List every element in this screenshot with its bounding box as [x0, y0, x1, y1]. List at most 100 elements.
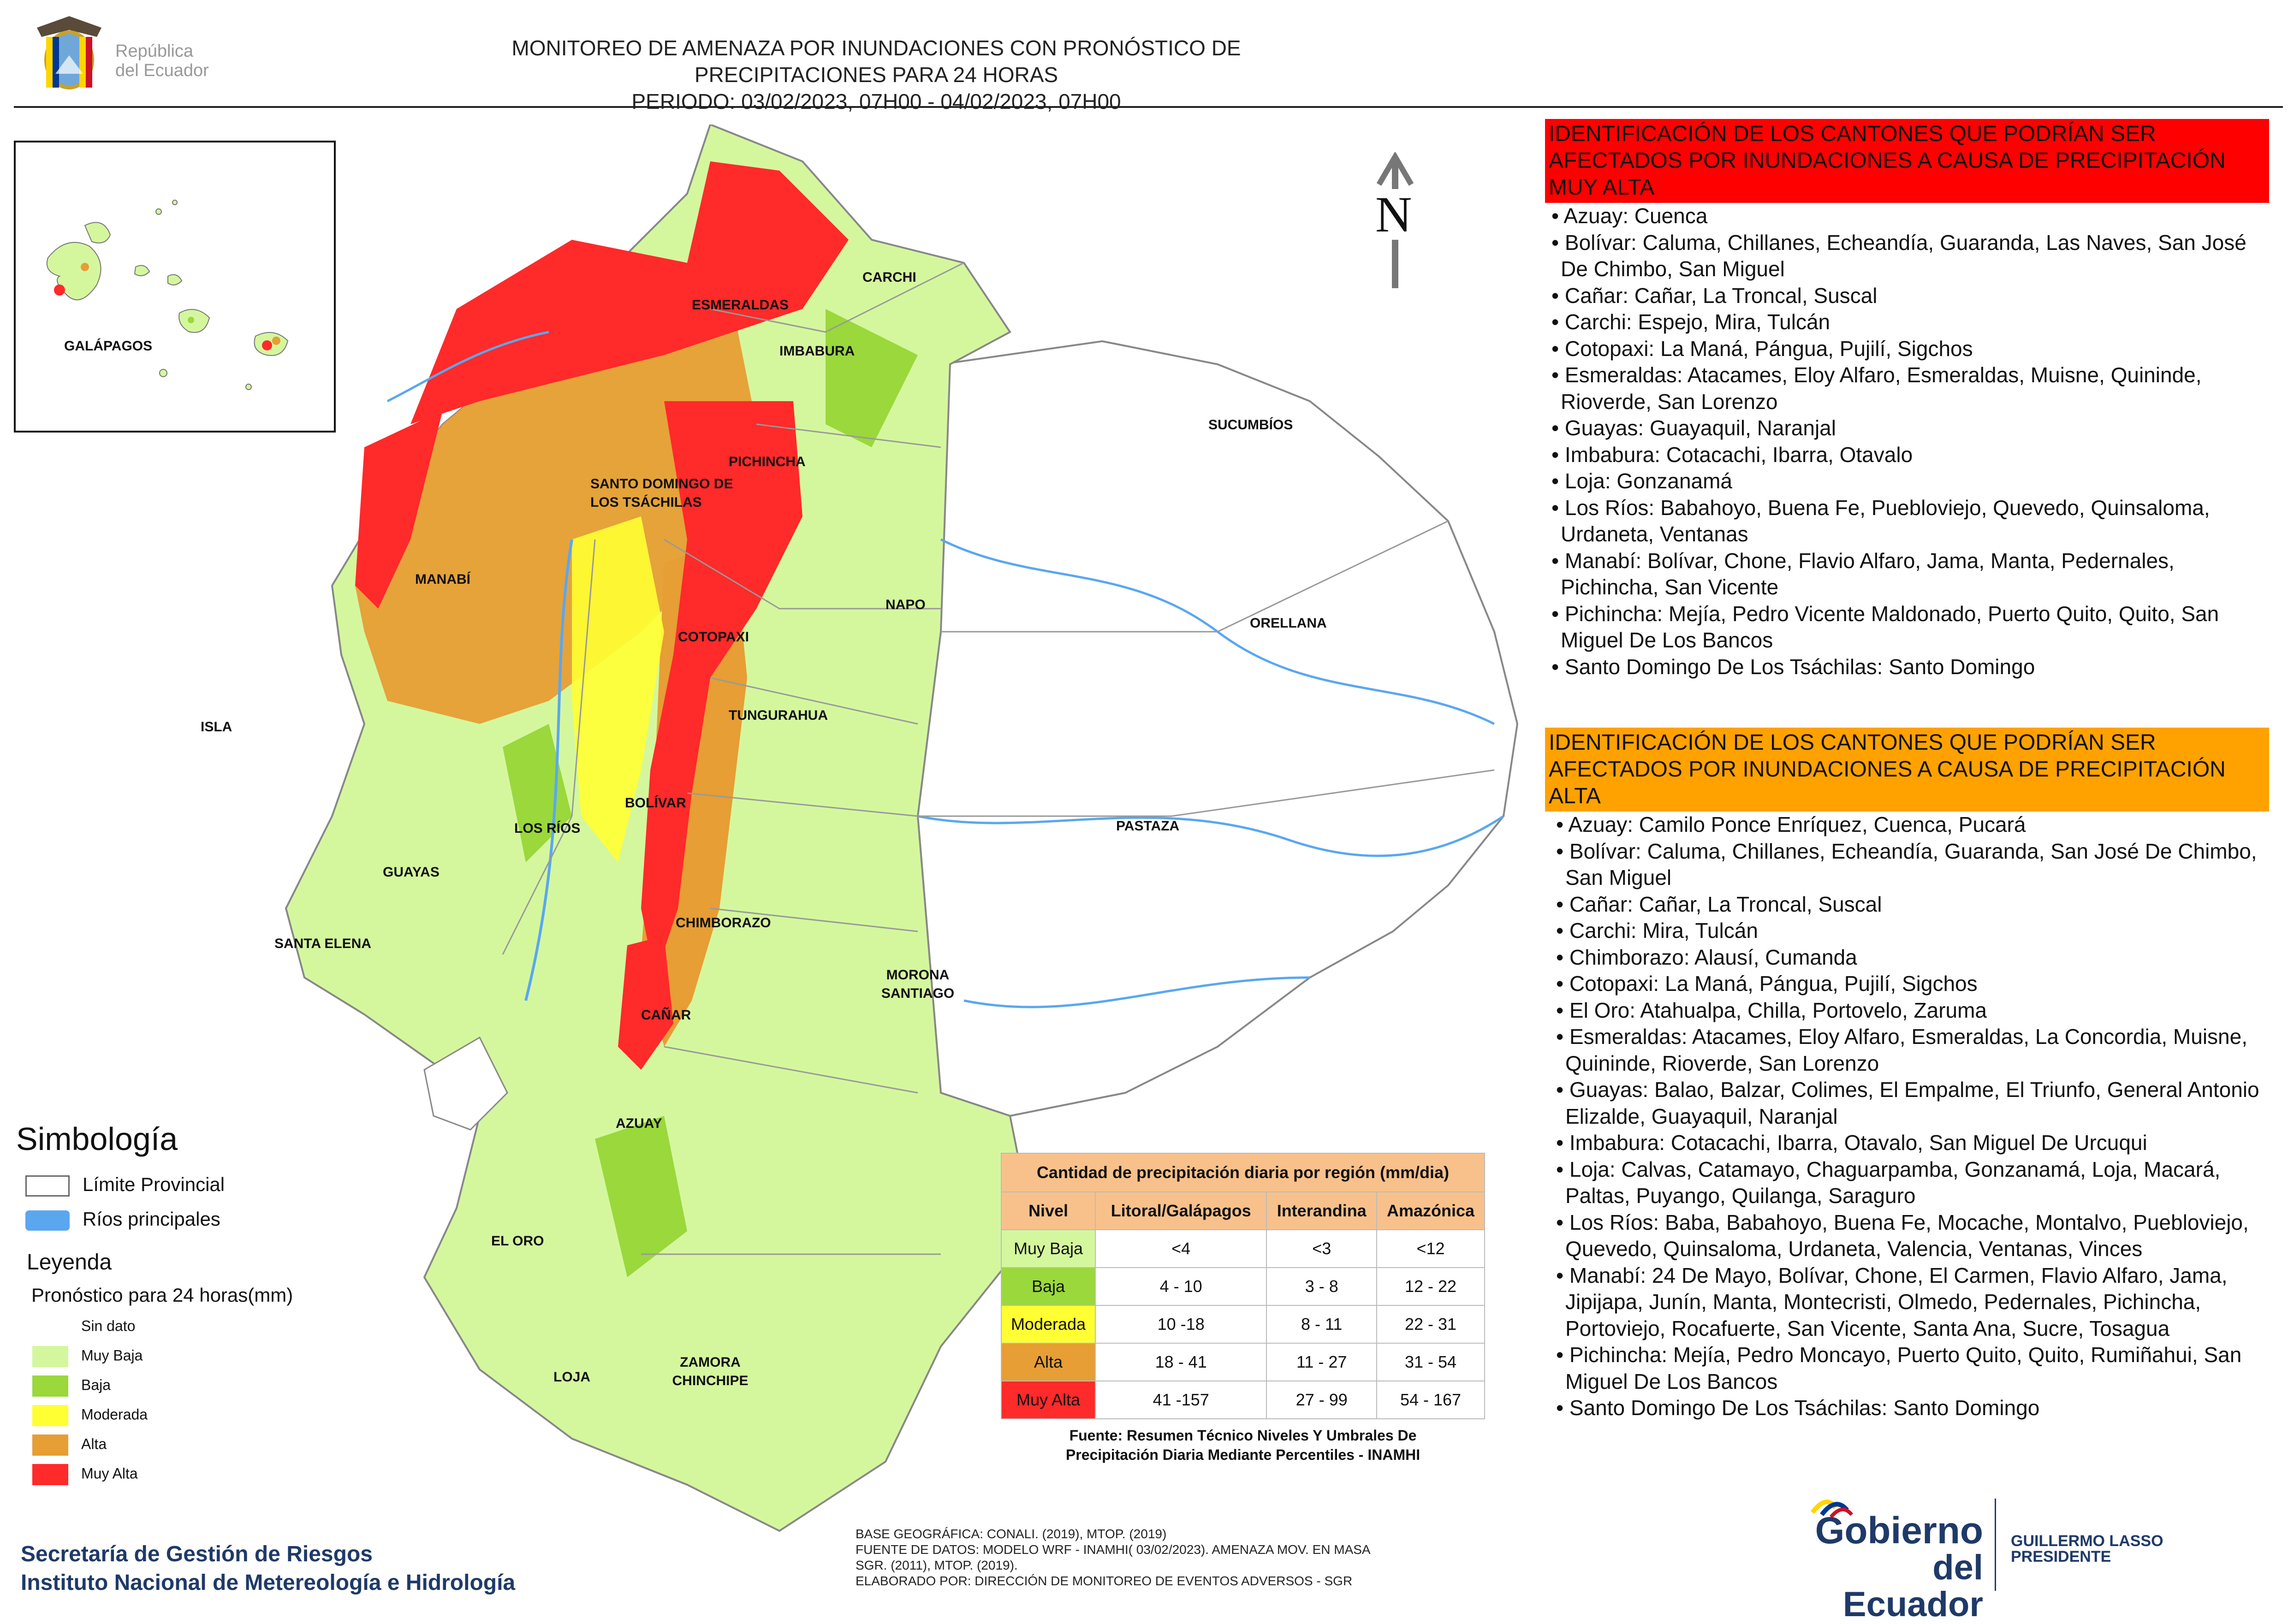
table-cell: 4 - 10 [1094, 1267, 1267, 1306]
canton-list-item: • El Oro: Atahualpa, Chilla, Portovelo, … [1556, 998, 1987, 1022]
president-line1: GUILLERMO LASSO [2011, 1532, 2163, 1550]
ecuador-coat-of-arms-logo: República del Ecuador [28, 9, 240, 101]
page-title: MONITOREO DE AMENAZA POR INUNDACIONES CO… [507, 35, 1245, 115]
president-line2: PRESIDENTE [2011, 1548, 2111, 1565]
map-label-loja: LOJA [553, 1369, 591, 1385]
footer-org-line1: Secretaría de Gestión de Riesgos [21, 1542, 373, 1566]
amazon-region-shape [916, 340, 1519, 1117]
map-label-esmeraldas: ESMERALDAS [692, 297, 789, 313]
president-block: GUILLERMO LASSO PRESIDENTE [2011, 1533, 2163, 1565]
map-label-pichincha: PICHINCHA [729, 454, 806, 469]
table-source: Fuente: Resumen Técnico Niveles Y Umbral… [1001, 1426, 1485, 1464]
table-cell-nivel: Muy Baja [1001, 1229, 1096, 1268]
table-cell: 41 -157 [1094, 1381, 1267, 1419]
map-label-cotopaxi: COTOPAXI [678, 629, 749, 645]
canton-list-item: • Cotopaxi: La Maná, Pángua, Pujilí, Sig… [1556, 972, 1978, 996]
map-label-canar: CAÑAR [641, 1008, 691, 1023]
map-label-carchi: CARCHI [862, 270, 916, 285]
muy-alta-zone-coast [355, 410, 443, 609]
table-cell: 12 - 22 [1376, 1267, 1485, 1306]
table-cell: 27 - 99 [1266, 1381, 1378, 1419]
legend-muy-baja-label: Muy Baja [81, 1347, 143, 1364]
logo-text-line1: República [115, 41, 193, 61]
map-label-galapagos: GALÁPAGOS [64, 338, 153, 354]
legend-rios: Ríos principales [25, 1208, 220, 1231]
legend-items: Sin dato Muy Baja Baja Moderada Alta Muy… [32, 1316, 148, 1494]
ecuador-map-svg [285, 123, 1519, 1532]
table-source-line1: Fuente: Resumen Técnico Niveles Y Umbral… [1069, 1427, 1417, 1444]
canton-list-item: • Pichincha: Mejía, Pedro Moncayo, Puert… [1556, 1343, 2242, 1393]
canton-list-item: • Esmeraldas: Atacames, Eloy Alfaro, Esm… [1556, 1025, 2247, 1075]
map-label-el-oro: EL ORO [491, 1233, 544, 1249]
map-label-napo: NAPO [885, 597, 926, 612]
muy-alta-cantones-list: • Azuay: Cuenca • Bolívar: Caluma, Chilla… [1545, 203, 2269, 680]
table-header-row: Nivel Litoral/Galápagos Interandina Amaz… [1001, 1191, 1485, 1230]
muy-alta-swatch [32, 1464, 68, 1485]
canton-list-item: • Bolívar: Caluma, Chillanes, Echeandía,… [1556, 839, 2257, 890]
canton-list-item: • Carchi: Mira, Tulcán [1556, 919, 1758, 942]
galapagos-islands-shape [46, 200, 289, 390]
muy-alta-zone-north [410, 161, 849, 424]
legend-sin-dato-label: Sin dato [81, 1317, 136, 1334]
canton-list-item: • Imbabura: Cotacachi, Ibarra, Otavalo [1551, 442, 1913, 467]
table-row: Moderada 10 -18 8 - 11 22 - 31 [1001, 1305, 1485, 1344]
map-label-guayas: GUAYAS [383, 865, 440, 880]
legend-baja: Baja [32, 1375, 148, 1405]
coat-of-arms-icon [37, 16, 101, 89]
north-arrow: N [1365, 151, 1425, 290]
legend-muy-alta: Muy Alta [32, 1464, 148, 1494]
legend-moderada-label: Moderada [81, 1406, 148, 1423]
gobierno-del-ecuador-logo: Gobierno del Ecuador GUILLERMO LASSO PRE… [1789, 1494, 2232, 1623]
baja-swatch [32, 1375, 68, 1397]
leyenda-title: Leyenda [27, 1250, 112, 1274]
canton-list-item: • Santo Domingo De Los Tsáchilas: Santo … [1556, 1396, 2040, 1420]
alta-swatch [32, 1434, 68, 1456]
precipitation-table-block: Cantidad de precipitación diaria por reg… [1001, 1153, 1485, 1464]
legend-moderada: Moderada [32, 1405, 148, 1434]
table-cell-nivel: Muy Alta [1001, 1381, 1096, 1419]
map-label-imbabura: IMBABURA [779, 344, 855, 359]
canton-list-item: • Bolívar: Caluma, Chillanes, Echeandía,… [1551, 230, 2246, 281]
title-line-1: MONITOREO DE AMENAZA POR INUNDACIONES CO… [511, 36, 1241, 87]
canton-list-item: • Azuay: Camilo Ponce Enríquez, Cuenca, … [1556, 812, 2026, 836]
muy-alta-heading: IDENTIFICACIÓN DE LOS CANTONES QUE PODRÍ… [1545, 119, 2269, 203]
table-cell: <4 [1094, 1229, 1267, 1268]
simbologia-title: Simbología [16, 1121, 178, 1157]
canton-list-item: • Azuay: Cuenca [1551, 204, 1708, 228]
table-header-amazonica: Amazónica [1376, 1191, 1485, 1230]
canton-list-item: • Cañar: Cañar, La Troncal, Suscal [1551, 283, 1878, 308]
limite-swatch [25, 1175, 70, 1197]
credit-line4: ELABORADO POR: DIRECCIÓN DE MONITOREO DE… [856, 1574, 1353, 1588]
table-cell-nivel: Alta [1001, 1343, 1096, 1381]
map-label-bolivar: BOLÍVAR [625, 795, 686, 811]
sin-dato-swatch [32, 1316, 68, 1338]
canton-list-item: • Pichincha: Mejía, Pedro Vicente Maldon… [1551, 601, 2219, 652]
map-label-tungurahua: TUNGURAHUA [729, 708, 828, 723]
map-label-isla: ISLA [201, 719, 232, 735]
limite-label: Límite Provincial [83, 1174, 225, 1195]
table-cell: <12 [1376, 1229, 1485, 1268]
legend-sin-dato: Sin dato [32, 1316, 148, 1346]
gobierno-line2: del Ecuador [1842, 1548, 1983, 1624]
map-label-pastaza: PASTAZA [1116, 818, 1180, 834]
legend-muy-baja: Muy Baja [32, 1346, 148, 1375]
table-cell: 18 - 41 [1094, 1343, 1267, 1381]
table-cell: 31 - 54 [1376, 1343, 1485, 1381]
moderada-swatch [32, 1405, 68, 1426]
canton-list-item: • Cañar: Cañar, La Troncal, Suscal [1556, 892, 1882, 916]
gobierno-logo-mark-icon [1811, 1500, 1854, 1518]
table-source-line2: Precipitación Diaria Mediante Percentile… [1065, 1446, 1420, 1463]
river-guayas [524, 539, 573, 1001]
leyenda-subtitle: Pronóstico para 24 horas(mm) [31, 1284, 293, 1306]
map-label-zamora-chinchipe: ZAMORA CHINCHIPE [672, 1355, 749, 1388]
gobierno-wordmark: Gobierno del Ecuador [1789, 1512, 1983, 1623]
legend-muy-alta-label: Muy Alta [81, 1465, 138, 1482]
river-amazon-3 [963, 976, 1310, 1008]
river-esmeraldas [386, 331, 549, 403]
legend-limite-provincial: Límite Provincial [25, 1174, 225, 1197]
province-boundaries [502, 262, 1495, 1255]
canton-list-item: • Carchi: Espejo, Mira, Tulcán [1551, 310, 1830, 334]
canton-list-item: • Cotopaxi: La Maná, Pángua, Pujilí, Sig… [1551, 336, 1973, 361]
table-cell: 10 -18 [1094, 1305, 1267, 1344]
footer-credits: BASE GEOGRÁFICA: CONALI. (2019), MTOP. (… [856, 1526, 1371, 1589]
